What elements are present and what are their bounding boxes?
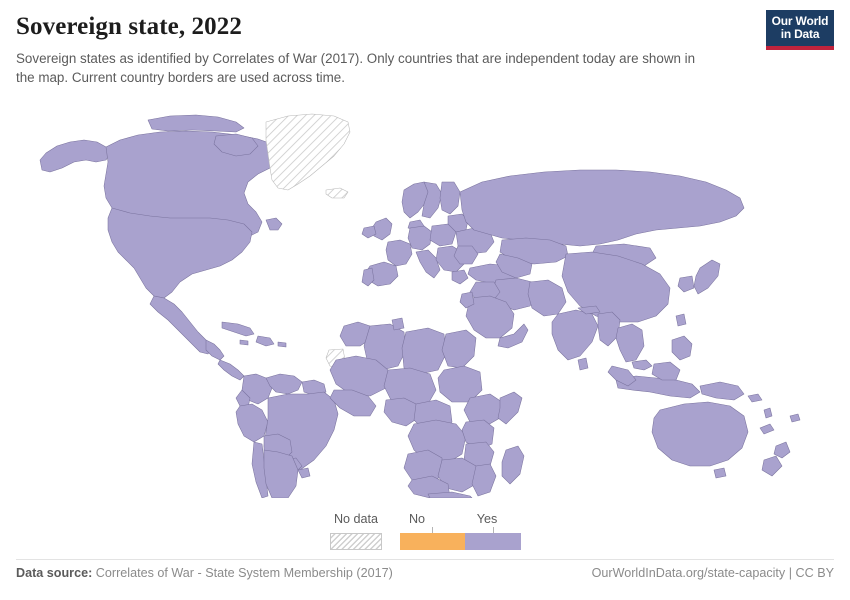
country-yemen-oman[interactable] xyxy=(498,324,528,348)
country-malaysia[interactable] xyxy=(632,360,652,370)
country-solomon-islands[interactable] xyxy=(748,394,762,402)
country-sudan[interactable] xyxy=(438,366,482,402)
country-new-zealand-south[interactable] xyxy=(762,456,782,476)
country-russia[interactable] xyxy=(460,170,744,246)
legend-label-yes: Yes xyxy=(476,512,498,526)
country-ireland[interactable] xyxy=(362,226,376,238)
country-nepal-bhutan[interactable] xyxy=(578,306,600,314)
page-title: Sovereign state, 2022 xyxy=(16,13,242,40)
country-uzbekistan-turkmenistan[interactable] xyxy=(496,254,532,278)
chart-subtitle: Sovereign states as identified by Correl… xyxy=(16,51,696,85)
country-saudi-arabia[interactable] xyxy=(466,296,514,338)
country-cuba[interactable] xyxy=(222,322,254,336)
country-baffin-island[interactable] xyxy=(214,134,258,156)
footer-divider xyxy=(16,559,834,560)
country-israel-jordan[interactable] xyxy=(460,292,474,308)
country-japan[interactable] xyxy=(694,260,720,294)
legend-label-no: No xyxy=(408,512,426,526)
country-mauritania-mali[interactable] xyxy=(330,356,388,396)
country-taiwan[interactable] xyxy=(676,314,686,326)
country-jamaica[interactable] xyxy=(240,340,248,345)
country-italy[interactable] xyxy=(416,250,440,278)
country-papua-new-guinea[interactable] xyxy=(700,382,744,400)
country-indonesia[interactable] xyxy=(616,376,700,398)
country-fiji[interactable] xyxy=(790,414,800,422)
country-chile[interactable] xyxy=(252,442,268,498)
country-madagascar[interactable] xyxy=(502,446,524,484)
country-korea[interactable] xyxy=(678,276,694,292)
country-greece[interactable] xyxy=(452,270,468,284)
legend-label-no-data: No data xyxy=(333,512,379,526)
country-romania-bulgaria[interactable] xyxy=(454,246,478,264)
country-new-zealand-north[interactable] xyxy=(774,442,790,458)
country-tunisia[interactable] xyxy=(392,318,404,330)
map-svg xyxy=(0,98,850,498)
country-germany[interactable] xyxy=(408,226,432,250)
country-argentina[interactable] xyxy=(264,450,298,498)
country-nigeria[interactable] xyxy=(384,398,418,426)
legend-swatch-no-data[interactable] xyxy=(330,533,382,550)
country-guatemala-honduras[interactable] xyxy=(206,340,224,360)
data-source-text: Data source: Correlates of War - State S… xyxy=(16,566,393,580)
country-france[interactable] xyxy=(386,240,412,266)
country-sri-lanka[interactable] xyxy=(578,358,588,370)
country-canada-arctic-islands[interactable] xyxy=(148,115,244,132)
country-australia[interactable] xyxy=(652,402,748,466)
map-legend: No data No Yes xyxy=(0,508,850,554)
country-venezuela[interactable] xyxy=(266,374,302,394)
legend-swatch-no[interactable] xyxy=(400,533,465,550)
legend-swatch-yes[interactable] xyxy=(465,533,521,550)
country-philippines[interactable] xyxy=(672,336,692,360)
country-new-caledonia[interactable] xyxy=(760,424,774,434)
country-mozambique[interactable] xyxy=(472,464,496,496)
country-egypt[interactable] xyxy=(442,330,476,368)
country-somalia[interactable] xyxy=(498,392,522,424)
our-world-in-data-logo[interactable]: Our World in Data xyxy=(766,10,834,50)
country-namibia-botswana[interactable] xyxy=(408,476,450,498)
country-sumatra[interactable] xyxy=(608,366,636,386)
owid-attribution-link[interactable]: OurWorldInData.org/state-capacity | CC B… xyxy=(591,566,834,580)
country-libya[interactable] xyxy=(402,328,446,374)
country-thailand-vietnam-laos[interactable] xyxy=(616,324,644,362)
country-finland[interactable] xyxy=(440,182,460,214)
country-hispaniola[interactable] xyxy=(256,336,274,346)
country-afghanistan-pakistan[interactable] xyxy=(528,280,566,316)
country-iceland[interactable] xyxy=(326,188,348,198)
country-greenland[interactable] xyxy=(266,114,350,190)
logo-line-one: Our World xyxy=(771,14,829,28)
country-newfoundland[interactable] xyxy=(266,218,282,230)
country-china[interactable] xyxy=(562,252,670,322)
country-united-states[interactable] xyxy=(108,208,252,298)
country-vanuatu[interactable] xyxy=(764,408,772,418)
country-west-africa-coast[interactable] xyxy=(330,390,376,416)
country-nicaragua-costarica-panama[interactable] xyxy=(218,360,244,380)
country-norway[interactable] xyxy=(402,182,430,218)
country-borneo[interactable] xyxy=(652,362,680,380)
country-alaska[interactable] xyxy=(40,140,110,172)
country-tasmania[interactable] xyxy=(714,468,726,478)
chart-footer: Data source: Correlates of War - State S… xyxy=(16,566,834,590)
country-puerto-rico[interactable] xyxy=(278,342,286,347)
country-guyana-suriname-guiana[interactable] xyxy=(302,380,326,396)
country-ethiopia[interactable] xyxy=(464,394,502,426)
country-sweden[interactable] xyxy=(422,182,442,218)
world-choropleth-map[interactable] xyxy=(0,98,850,498)
chart-header: Sovereign state, 2022 Sovereign states a… xyxy=(16,12,834,90)
country-mexico[interactable] xyxy=(150,296,212,354)
country-india[interactable] xyxy=(552,310,598,360)
country-uruguay[interactable] xyxy=(298,468,310,478)
country-poland[interactable] xyxy=(430,224,456,246)
country-bangladesh-myanmar[interactable] xyxy=(598,312,620,346)
logo-line-two: in Data xyxy=(780,27,820,41)
legend-tick-no xyxy=(432,527,433,533)
country-south-africa[interactable] xyxy=(428,492,472,498)
country-peru[interactable] xyxy=(236,404,268,442)
country-portugal[interactable] xyxy=(362,268,374,286)
legend-tick-yes xyxy=(493,527,494,533)
data-source-label: Data source: xyxy=(16,566,93,580)
data-source-value: Correlates of War - State System Members… xyxy=(92,566,393,580)
